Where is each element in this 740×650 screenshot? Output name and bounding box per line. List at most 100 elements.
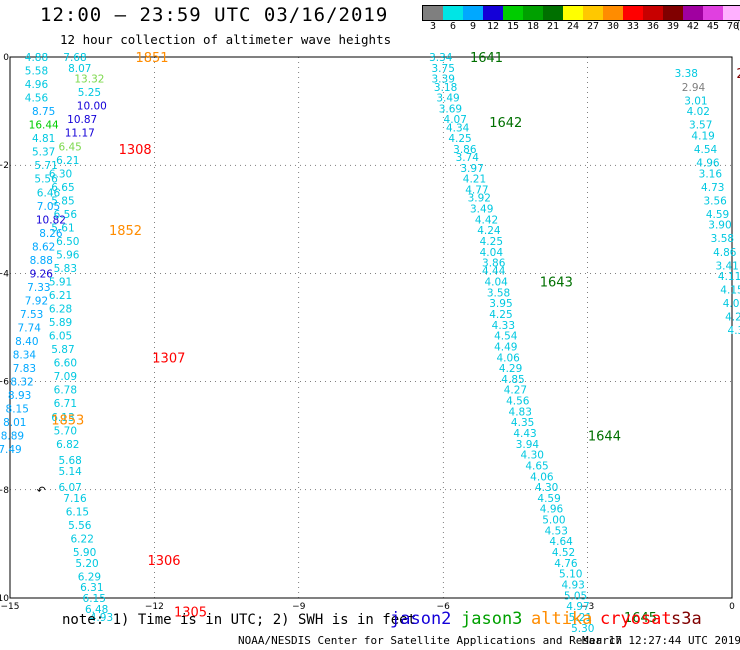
wave-height-value: 4.06 — [530, 471, 554, 483]
pass-time-label: 1852 — [109, 224, 142, 239]
track-marker-icon: ↶ — [37, 484, 46, 497]
wave-height-value: 5.56 — [68, 520, 92, 532]
color-scale-swatch — [563, 6, 583, 20]
wave-height-value: 4.65 — [525, 460, 548, 472]
wave-height-value: 3.90 — [708, 220, 731, 232]
pass-time-label: 1645 — [624, 611, 657, 626]
wave-height-value: 3.49 — [436, 93, 459, 105]
color-scale-bar — [422, 5, 740, 21]
wave-height-value: 3.38 — [675, 68, 698, 80]
color-scale-unit: (ft) — [735, 21, 740, 32]
wave-height-value: 4.56 — [25, 93, 49, 105]
color-scale-label: 3 — [429, 21, 437, 32]
color-scale-label: 12 — [486, 21, 500, 32]
wave-height-value: 3.41 — [715, 260, 738, 272]
pass-time-label: 1305 — [174, 606, 207, 621]
wave-height-value: 4.53 — [545, 525, 568, 537]
pass-time-label: 1643 — [540, 276, 573, 291]
wave-height-value: 4.54 — [694, 144, 718, 156]
color-scale-label: 18 — [526, 21, 540, 32]
color-scale-label: 24 — [566, 21, 580, 32]
color-scale-label: 30 — [606, 21, 620, 32]
wave-height-value: 10.87 — [67, 114, 97, 126]
color-scale-swatch — [483, 6, 503, 20]
x-tick-label: 0 — [729, 602, 735, 612]
wave-height-value: 5.83 — [54, 263, 77, 275]
wave-height-value: 5.20 — [75, 558, 98, 570]
wave-height-value: 6.78 — [54, 385, 77, 397]
color-scale-label: 70 — [726, 21, 740, 32]
wave-height-value: 3.16 — [699, 168, 723, 180]
wave-height-value: 4.30 — [535, 482, 558, 494]
wave-height-value: 5.71 — [34, 160, 57, 172]
wave-height-value: 4.25 — [480, 236, 503, 248]
color-scale-swatch — [523, 6, 543, 20]
generation-timestamp: Mar 17 12:27:44 UTC 2019 — [582, 634, 740, 647]
x-tick-label: −3 — [581, 602, 594, 612]
color-scale-swatch — [463, 6, 483, 20]
wave-height-value: 4.96 — [696, 157, 720, 169]
wave-height-value: 6.21 — [49, 290, 72, 302]
wave-height-value: 4.11 — [718, 271, 740, 283]
wave-height-value: 4.24 — [477, 225, 501, 237]
color-scale-swatch — [583, 6, 603, 20]
wave-height-value: 8.26 — [39, 228, 63, 240]
color-scale-swatch — [683, 6, 703, 20]
color-scale-label: 9 — [469, 21, 477, 32]
wave-height-value: 7.74 — [18, 323, 42, 335]
wave-height-value: 5.68 — [58, 455, 81, 467]
wave-height-value: 3.58 — [711, 233, 734, 245]
satellite-legend-jason2: jason2 — [390, 609, 452, 629]
x-tick-label: −12 — [145, 602, 164, 612]
color-scale-swatch — [643, 6, 663, 20]
wave-height-value: 4.33 — [492, 320, 515, 332]
color-scale-swatch — [663, 6, 683, 20]
wave-height-value: 8.07 — [68, 63, 91, 75]
wave-height-value: 4.35 — [511, 417, 534, 429]
wave-height-value: 6.46 — [37, 187, 61, 199]
wave-height-value: 4.64 — [549, 536, 573, 548]
pass-time-label: 1644 — [588, 430, 621, 445]
wave-height-value: 6.29 — [78, 571, 101, 583]
x-tick-label: −15 — [1, 602, 20, 612]
pass-time-label: 1641 — [470, 51, 503, 66]
wave-height-value: 4.54 — [494, 331, 518, 343]
wave-height-value: 4.56 — [506, 396, 530, 408]
wave-height-value: 6.15 — [66, 506, 89, 518]
wave-height-value: 8.75 — [32, 106, 55, 118]
wave-height-value: 6.22 — [71, 533, 94, 545]
page-title: 12:00 – 23:59 UTC 03/16/2019 — [40, 4, 389, 26]
satellite-legend-jason3: jason3 — [461, 609, 523, 629]
wave-height-value: 5.87 — [51, 344, 74, 356]
wave-height-value: 13.32 — [74, 74, 104, 86]
wave-height-value: 16.44 — [29, 120, 59, 132]
wave-height-value: 10.82 — [36, 214, 66, 226]
wave-height-value: 8.34 — [13, 350, 37, 362]
wave-height-value: 8.15 — [6, 404, 29, 416]
wave-height-value: 5.70 — [54, 425, 77, 437]
x-tick-label: −9 — [292, 602, 306, 612]
color-scale-label: 33 — [626, 21, 640, 32]
wave-height-value: 3.95 — [489, 298, 512, 310]
wave-height-value: 10.00 — [77, 101, 107, 113]
wave-height-value: 4.25 — [489, 309, 512, 321]
wave-height-value: 4.24 — [725, 312, 740, 324]
pass-time-label: 1307 — [152, 351, 185, 366]
color-scale-label: 15 — [506, 21, 520, 32]
wave-height-value: 5.96 — [56, 249, 80, 261]
color-scale-swatch — [423, 6, 443, 20]
wave-height-value: 8.32 — [10, 377, 33, 389]
wave-height-value: 7.16 — [63, 493, 87, 505]
wave-height-value: 7.33 — [27, 282, 50, 294]
wave-height-value: 5.89 — [49, 317, 72, 329]
wave-height-value: 5.85 — [51, 195, 74, 207]
wave-height-value: 5.10 — [559, 569, 582, 581]
wave-height-value: 3.69 — [439, 103, 462, 115]
wave-height-value: 6.71 — [54, 398, 77, 410]
wave-height-value: 4.85 — [501, 374, 524, 386]
wave-height-value: 4.06 — [496, 352, 520, 364]
wave-height-value: 4.77 — [465, 185, 488, 197]
wave-height-value: 7.09 — [54, 371, 77, 383]
pass-time-label: 1308 — [119, 143, 152, 158]
